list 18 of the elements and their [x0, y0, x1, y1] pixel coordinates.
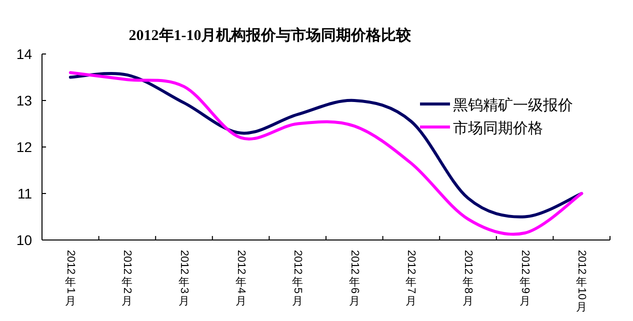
x-tick-label: 2012年6月 — [348, 250, 360, 308]
y-tick-label: 13 — [16, 92, 32, 108]
y-tick-label: 10 — [16, 232, 32, 248]
y-tick-label: 14 — [16, 46, 32, 62]
y-tick-label: 11 — [17, 186, 32, 202]
legend-label: 市场同期价格 — [453, 120, 543, 137]
x-tick-label: 2012年5月 — [292, 250, 304, 308]
legend-label: 黑钨精矿一级报价 — [453, 97, 573, 114]
x-tick-label: 2012年3月 — [178, 250, 190, 308]
y-tick-label: 12 — [16, 139, 32, 155]
x-tick-label: 2012年1月 — [64, 250, 76, 308]
x-tick-label: 2012年4月 — [234, 250, 247, 308]
x-tick-label: 2012年8月 — [462, 250, 474, 308]
x-tick-label: 2012年2月 — [121, 250, 134, 308]
x-tick-label: 2012年10月 — [576, 250, 588, 314]
x-tick-label: 2012年7月 — [405, 250, 418, 308]
x-tick-label: 2012年9月 — [518, 250, 531, 308]
chart-title: 2012年1-10月机构报价与市场同期价格比较 — [128, 26, 412, 44]
